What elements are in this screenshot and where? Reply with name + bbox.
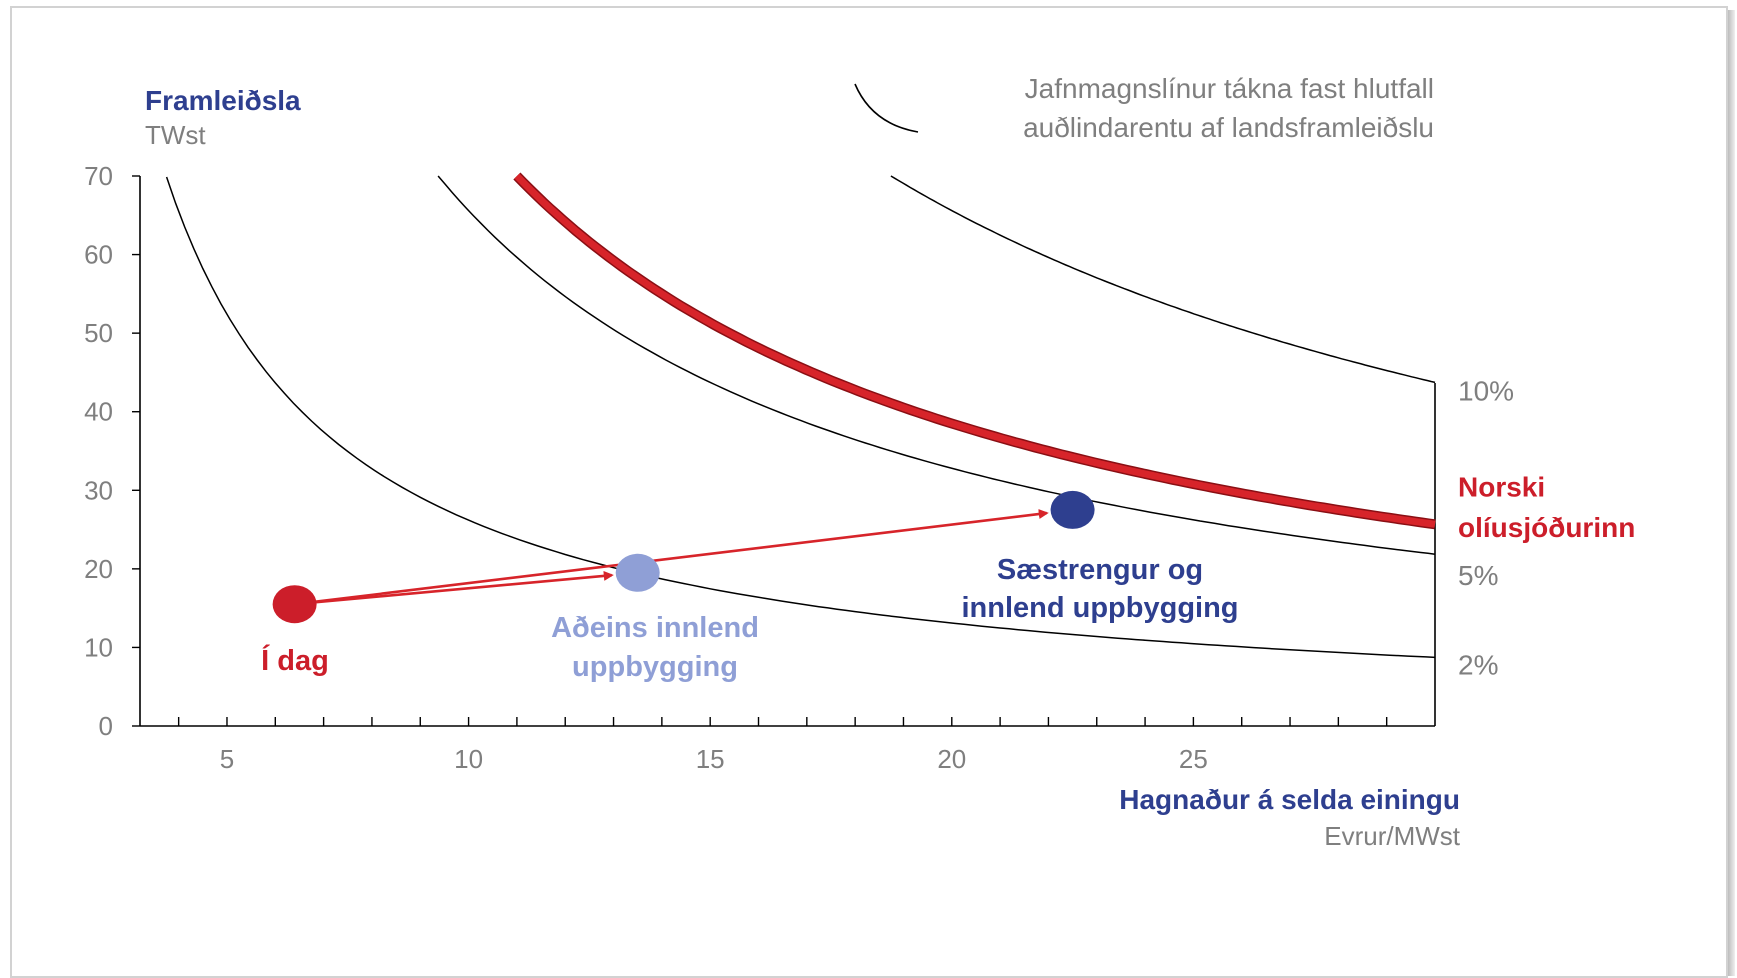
- point-label-innlend-line2: uppbygging: [572, 651, 738, 683]
- right-label: 2%: [1458, 650, 1498, 681]
- point-label-saestrengur-line2: innlend uppbygging: [961, 592, 1238, 624]
- right-label: 5%: [1458, 560, 1498, 591]
- x-tick-label: 5: [220, 744, 234, 774]
- data-point: [1050, 490, 1095, 529]
- x-tick-label: 25: [1179, 744, 1208, 774]
- right-labels: 10% Norski olíusjóðurinn 5% 2%: [1458, 376, 1635, 681]
- point-label-idag: Í dag: [261, 643, 329, 677]
- frame-shadow: [1728, 10, 1735, 976]
- data-points: [272, 490, 1095, 624]
- data-point: [272, 585, 317, 624]
- y-tick-label: 50: [84, 318, 113, 348]
- x-ticks: 5 10 15 20 25: [177, 717, 1388, 774]
- right-label: 10%: [1458, 376, 1514, 407]
- y-tick-label: 30: [84, 475, 113, 505]
- legend-curve-icon: [854, 83, 919, 133]
- curve-norski-oliusjodurinn: [514, 173, 1436, 528]
- x-tick-label: 15: [696, 744, 725, 774]
- curve-norski-border: [513, 172, 1436, 530]
- y-ticks: 0 10 20 30 40 50 60 70: [84, 161, 140, 741]
- arrow: [314, 509, 1049, 604]
- chart-frame: [10, 6, 1728, 978]
- y-tick-label: 0: [99, 711, 113, 741]
- point-label-innlend-line1: Aðeins innlend: [551, 612, 759, 644]
- y-tick-label: 70: [84, 161, 113, 191]
- x-tick-label: 10: [454, 744, 483, 774]
- point-label-saestrengur-line1: Sæstrengur og: [997, 554, 1203, 586]
- arrows: [314, 509, 1049, 604]
- y-tick-label: 20: [84, 554, 113, 584]
- curve-2pct: [165, 176, 1436, 659]
- y-tick-label: 40: [84, 397, 113, 427]
- right-label: olíusjóðurinn: [1458, 512, 1635, 543]
- curve-5pct: [437, 175, 1436, 555]
- curve-10pct: [890, 175, 1436, 384]
- y-axis-unit: TWst: [145, 120, 206, 150]
- y-tick-label: 60: [84, 240, 113, 270]
- x-axis-title: Hagnaður á selda einingu: [1119, 784, 1460, 815]
- data-point: [615, 553, 660, 592]
- y-tick-label: 10: [84, 632, 113, 662]
- legend-line-1: Jafnmagnslínur tákna fast hlutfall: [1025, 73, 1434, 104]
- x-axis-unit: Evrur/MWst: [1324, 821, 1461, 851]
- arrow: [314, 570, 614, 604]
- right-label: Norski: [1458, 471, 1545, 502]
- x-tick-label: 20: [937, 744, 966, 774]
- legend-line-2: auðlindarentu af landsframleiðslu: [1023, 112, 1434, 143]
- y-axis-title: Framleiðsla: [145, 85, 301, 116]
- iso-curves: [165, 172, 1436, 659]
